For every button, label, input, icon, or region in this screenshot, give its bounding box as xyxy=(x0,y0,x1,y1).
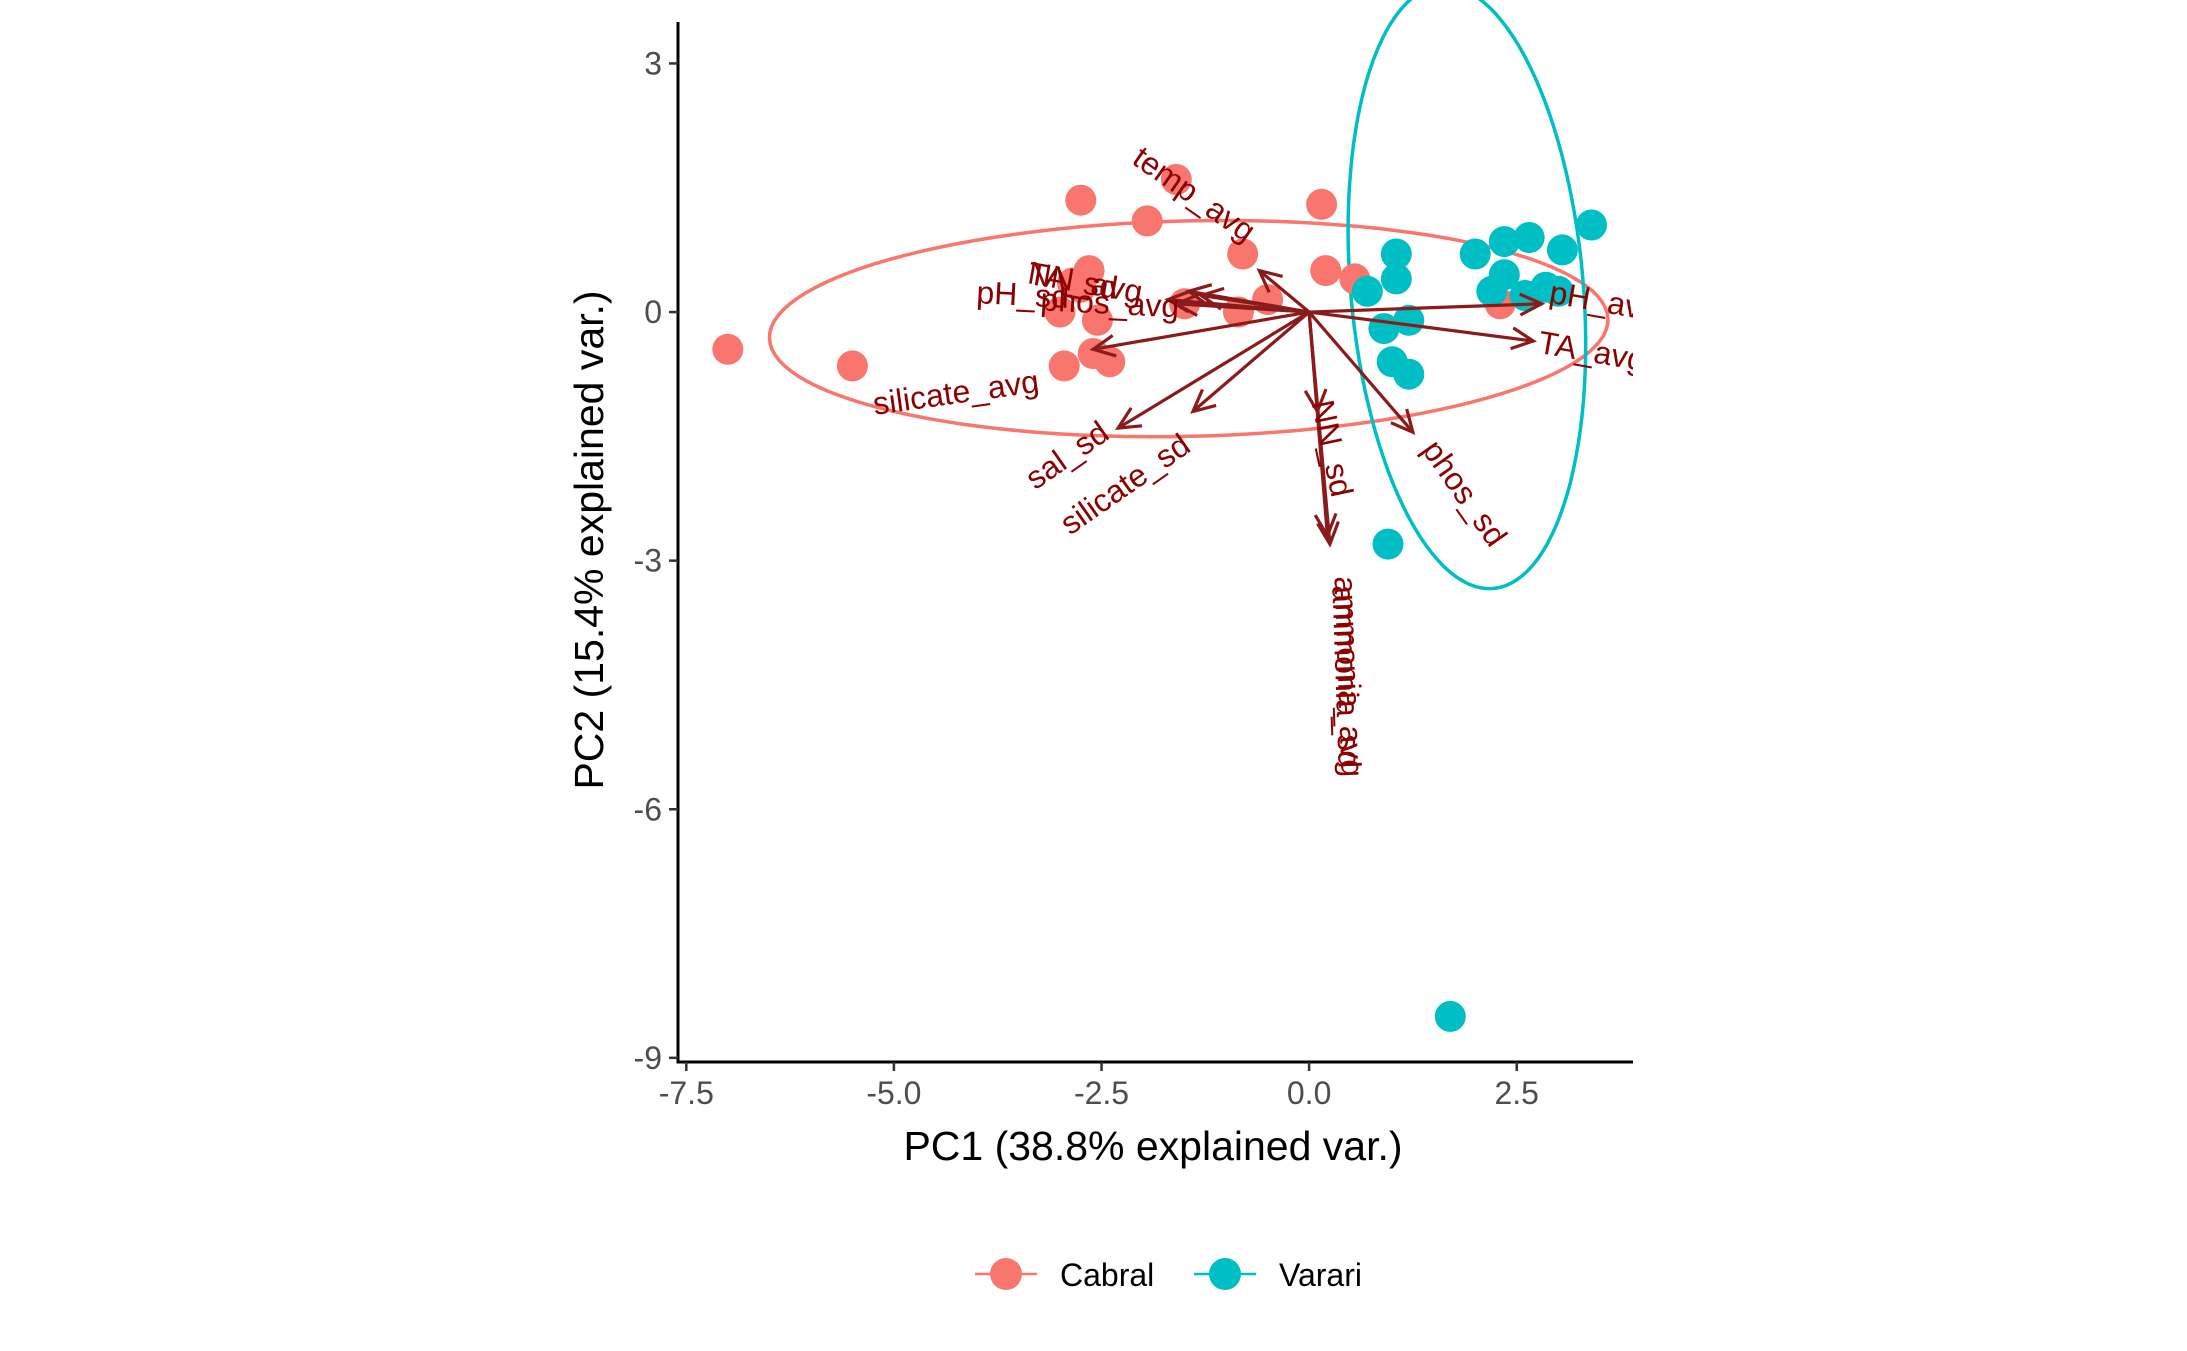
point-varari xyxy=(1576,209,1607,241)
point-cabral xyxy=(1044,296,1076,328)
point-cabral xyxy=(1310,255,1342,287)
loading-arrow-shaft xyxy=(1307,310,1415,434)
loading-label-NN_sd: NN_sd xyxy=(1305,397,1361,500)
loading-label-pH_avg: pH_avg xyxy=(1547,274,1662,329)
legend-label-varari: Varari xyxy=(1279,1257,1362,1293)
loading-arrow-head xyxy=(1089,334,1117,358)
loading-arrow-sal_sd xyxy=(1114,310,1310,431)
loading-arrow-head xyxy=(1519,292,1546,317)
point-cabral xyxy=(712,333,744,365)
loading-arrow-shaft xyxy=(1307,311,1329,536)
y-axis-title: PC2 (15.4% explained var.) xyxy=(566,290,612,789)
loading-arrow-shaft xyxy=(1188,289,1310,314)
legend-key-dot xyxy=(990,1258,1022,1290)
axis-layer: -7.5 -5.0 -2.5 0.0 2.5 3 0 -3 -6 -9 xyxy=(634,22,1633,1111)
point-cabral xyxy=(1094,346,1126,378)
loading-arrow-head xyxy=(1190,388,1217,414)
y-tick-label: -9 xyxy=(634,1040,662,1076)
loading-label-ammonia_avg: ammonia_avg xyxy=(1328,576,1371,778)
point-cabral xyxy=(1057,267,1088,299)
point-cabral xyxy=(836,350,868,382)
loading-arrow-head xyxy=(1316,521,1340,548)
point-cabral xyxy=(1081,304,1113,336)
loading-arrow-head xyxy=(1390,408,1416,435)
point-cabral xyxy=(1160,164,1192,195)
loading-arrow-shaft xyxy=(1176,302,1310,314)
point-varari xyxy=(1393,304,1425,336)
point-cabral xyxy=(1227,238,1259,270)
point-varari xyxy=(1380,238,1412,270)
x-tick-label: -2.5 xyxy=(1074,1075,1129,1111)
point-cabral xyxy=(1306,188,1338,220)
point-varari xyxy=(1546,234,1578,266)
x-axis-title: PC1 (38.8% explained var.) xyxy=(903,1123,1402,1169)
loading-arrow-shaft xyxy=(1117,310,1310,430)
point-varari xyxy=(1513,222,1545,253)
point-varari xyxy=(1542,275,1574,307)
loading-arrow-head xyxy=(1256,268,1283,294)
point-varari xyxy=(1434,1000,1466,1032)
x-tick-label: -5.0 xyxy=(866,1075,921,1111)
point-cabral xyxy=(1131,205,1163,237)
point-varari xyxy=(1459,238,1491,270)
x-tick-label: 0.0 xyxy=(1287,1075,1331,1111)
x-tick-label: 2.5 xyxy=(1494,1075,1538,1111)
point-varari xyxy=(1380,263,1412,295)
loading-arrow-shaft xyxy=(1309,302,1542,314)
loading-arrow-shaft xyxy=(1191,310,1311,413)
legend-key-dot xyxy=(1209,1258,1241,1290)
loading-arrow-silicate_sd xyxy=(1190,310,1311,414)
point-varari xyxy=(1393,358,1425,390)
loading-arrow-temp_avg xyxy=(1256,268,1311,314)
loading-label-pH_sd: pH_sd xyxy=(976,274,1070,315)
legend-label-cabral: Cabral xyxy=(1060,1257,1154,1293)
loading-arrow-layer xyxy=(1089,268,1546,548)
y-tick-label: -6 xyxy=(634,791,662,827)
loading-label-phos_avg: phos_avg xyxy=(1040,281,1180,324)
loading-arrow-shaft xyxy=(1258,269,1311,314)
loading-arrow-phos_sd xyxy=(1307,310,1416,435)
point-varari xyxy=(1351,275,1383,307)
legend: Cabral Varari xyxy=(975,1257,1362,1293)
y-tick-label: 3 xyxy=(644,45,662,81)
point-varari xyxy=(1488,226,1520,258)
loading-arrow-TA_avg xyxy=(1308,310,1537,351)
point-varari xyxy=(1372,528,1404,560)
loading-arrow-shaft xyxy=(1308,310,1534,343)
loading-arrow-head xyxy=(1313,512,1338,540)
y-tick-label: -3 xyxy=(634,543,662,579)
legend-item-cabral: Cabral xyxy=(975,1257,1154,1293)
y-tick-label: 0 xyxy=(644,294,662,330)
point-varari xyxy=(1368,313,1400,345)
ellipse-varari xyxy=(1346,0,1588,591)
loading-arrow-shaft xyxy=(1092,310,1310,351)
point-cabral xyxy=(1065,184,1097,216)
loading-label-ammonia_sd: ammonia_sd xyxy=(1325,584,1367,768)
loading-arrow-ammonia_sd xyxy=(1307,311,1338,540)
loading-label-TA_avg: TA_avg xyxy=(1536,324,1649,378)
x-tick-label: -7.5 xyxy=(659,1075,714,1111)
point-varari xyxy=(1476,275,1508,307)
point-layer xyxy=(712,164,1607,1032)
point-cabral xyxy=(1048,350,1080,382)
loading-arrow-head xyxy=(1114,407,1143,431)
loading-arrow-silicate_avg xyxy=(1089,310,1310,358)
loading-arrow-head xyxy=(1172,293,1200,317)
loading-arrow-head xyxy=(1510,326,1537,351)
loading-label-silicate_avg: silicate_avg xyxy=(871,363,1042,422)
loading-arrow-pH_avg xyxy=(1309,292,1546,317)
legend-item-varari: Varari xyxy=(1194,1257,1362,1293)
loading-label-phos_sd: phos_sd xyxy=(1415,433,1514,553)
loading-arrow-phos_avg xyxy=(1172,293,1310,317)
